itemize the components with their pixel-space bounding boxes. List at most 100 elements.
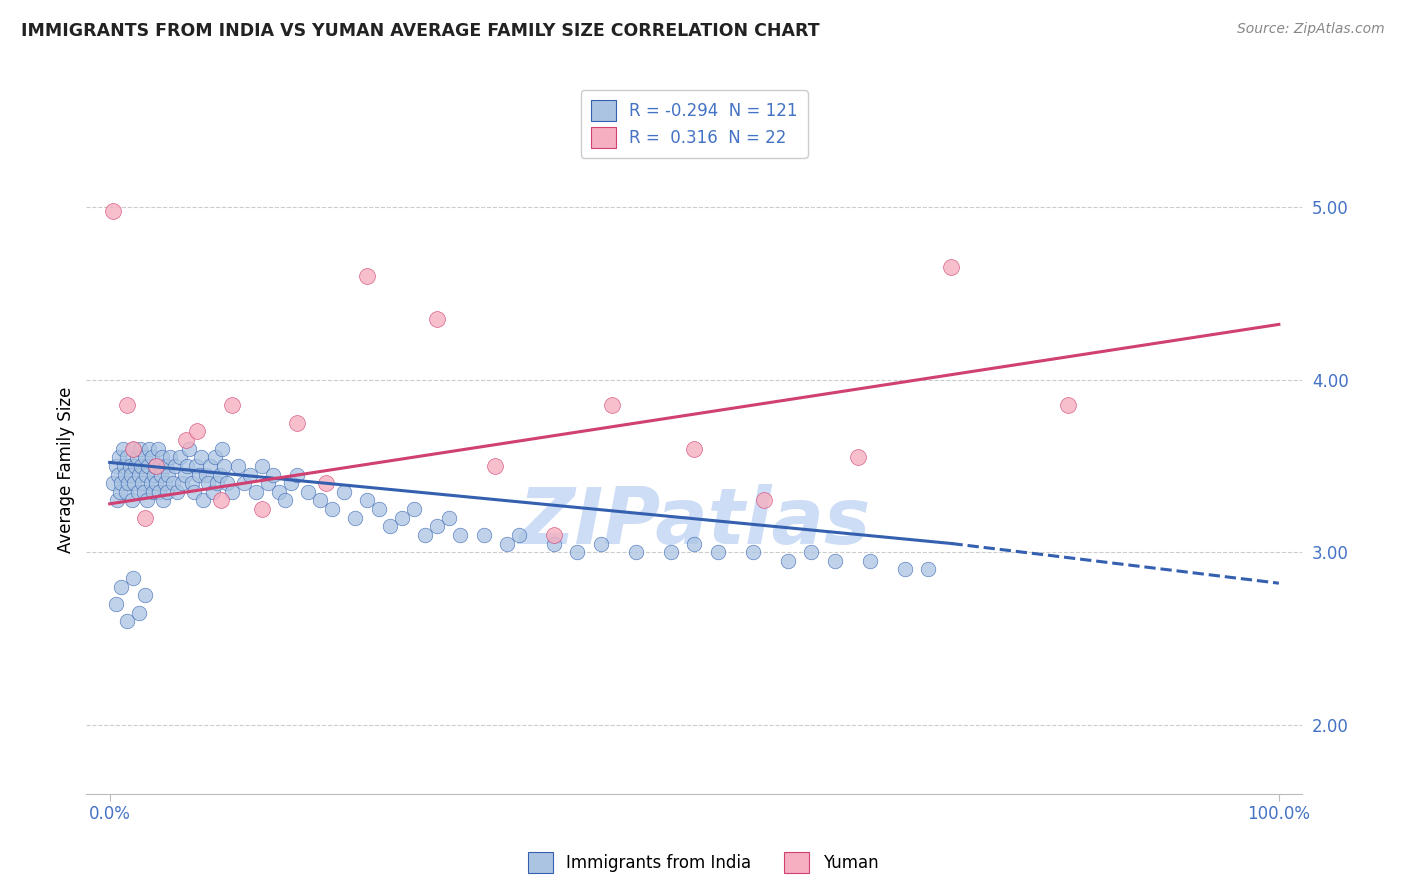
Point — [321, 502, 343, 516]
Point — [800, 545, 823, 559]
Point — [200, 458, 222, 473]
Point — [245, 484, 267, 499]
Point — [207, 476, 229, 491]
Point — [149, 458, 172, 473]
Point — [209, 493, 232, 508]
Point — [776, 554, 799, 568]
Point — [166, 484, 188, 499]
Point — [128, 467, 150, 482]
Point — [173, 467, 195, 482]
Point — [117, 476, 139, 491]
Point — [186, 425, 208, 439]
Point — [941, 260, 963, 275]
Point — [131, 476, 153, 491]
Point — [893, 562, 915, 576]
Point — [285, 416, 308, 430]
Point — [122, 571, 145, 585]
Point — [197, 476, 219, 491]
Point — [824, 554, 846, 568]
Point — [124, 458, 146, 473]
Point — [190, 450, 212, 465]
Point — [233, 476, 256, 491]
Point — [120, 467, 142, 482]
Point — [402, 502, 425, 516]
Point — [226, 458, 249, 473]
Point — [221, 484, 243, 499]
Point — [107, 467, 129, 482]
Point — [496, 536, 519, 550]
Point — [104, 597, 127, 611]
Point — [134, 510, 156, 524]
Point — [186, 458, 208, 473]
Point — [208, 467, 231, 482]
Point — [129, 458, 152, 473]
Point — [659, 545, 682, 559]
Point — [142, 484, 165, 499]
Point — [309, 493, 332, 508]
Point — [157, 467, 180, 482]
Point — [567, 545, 589, 559]
Point — [162, 476, 184, 491]
Point — [543, 536, 565, 550]
Point — [143, 467, 166, 482]
Point — [122, 476, 145, 491]
Point — [754, 493, 776, 508]
Point — [115, 484, 138, 499]
Point — [194, 467, 217, 482]
Legend: Immigrants from India, Yuman: Immigrants from India, Yuman — [522, 846, 884, 880]
Point — [683, 442, 706, 456]
Point — [472, 528, 495, 542]
Point — [274, 493, 297, 508]
Point — [239, 467, 262, 482]
Point — [449, 528, 471, 542]
Point — [115, 399, 138, 413]
Point — [212, 458, 235, 473]
Point — [169, 450, 191, 465]
Point — [134, 588, 156, 602]
Point — [112, 458, 135, 473]
Point — [152, 493, 174, 508]
Point — [153, 476, 176, 491]
Point — [174, 433, 197, 447]
Point — [204, 450, 226, 465]
Point — [280, 476, 302, 491]
Point — [101, 476, 124, 491]
Text: ZIPatlas: ZIPatlas — [519, 484, 870, 560]
Point — [150, 450, 173, 465]
Point — [1057, 399, 1080, 413]
Point — [155, 458, 177, 473]
Point — [150, 467, 173, 482]
Point — [148, 484, 170, 499]
Point — [172, 476, 194, 491]
Point — [135, 467, 157, 482]
Legend: R = -0.294  N = 121, R =  0.316  N = 22: R = -0.294 N = 121, R = 0.316 N = 22 — [581, 90, 807, 158]
Point — [543, 528, 565, 542]
Point — [846, 450, 869, 465]
Point — [176, 458, 198, 473]
Point — [136, 493, 159, 508]
Point — [115, 614, 138, 628]
Point — [602, 399, 624, 413]
Point — [508, 528, 530, 542]
Point — [221, 399, 243, 413]
Point — [108, 450, 131, 465]
Point — [105, 493, 128, 508]
Point — [332, 484, 354, 499]
Point — [146, 442, 169, 456]
Point — [118, 458, 141, 473]
Point — [183, 484, 205, 499]
Point — [128, 606, 150, 620]
Point — [139, 476, 162, 491]
Point — [111, 442, 134, 456]
Point — [104, 458, 127, 473]
Point — [136, 458, 159, 473]
Point — [165, 458, 187, 473]
Y-axis label: Average Family Size: Average Family Size — [58, 387, 75, 553]
Point — [437, 510, 460, 524]
Point — [187, 467, 209, 482]
Point — [391, 510, 413, 524]
Point — [145, 476, 167, 491]
Point — [127, 484, 149, 499]
Point — [129, 442, 152, 456]
Point — [356, 493, 378, 508]
